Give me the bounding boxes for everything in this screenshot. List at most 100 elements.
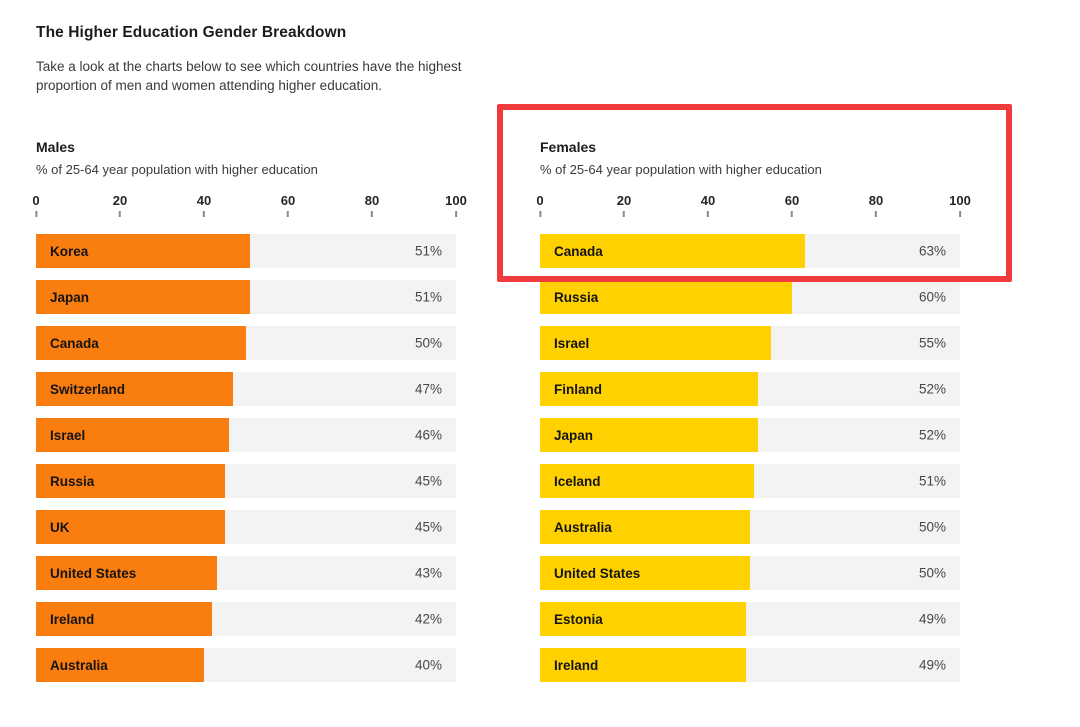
bar-country-label: UK [50, 519, 70, 535]
axis-tick-label: 0 [32, 193, 40, 208]
bar-country-label: Switzerland [50, 381, 126, 397]
axis-tick: 20 [617, 194, 631, 217]
bar-fill: Japan [540, 418, 759, 452]
bar-value-label: 45% [414, 473, 442, 489]
bar-country-label: Korea [50, 243, 89, 259]
bar-value-label: 50% [918, 565, 946, 581]
axis-tick-mark [791, 211, 793, 217]
bar-value-label: 50% [918, 519, 946, 535]
axis-tick-label: 40 [196, 193, 212, 208]
females-chart-title: Females [540, 139, 597, 155]
bar-value-label: 51% [414, 243, 442, 259]
bar-row: Canada 63% [540, 234, 960, 268]
bar-value-label: 50% [414, 335, 442, 351]
females-chart-subtitle: % of 25-64 year population with higher e… [540, 162, 822, 177]
bar-row: Ireland 49% [540, 648, 960, 682]
bar-row: Finland 52% [540, 372, 960, 406]
bar-fill: Japan [36, 280, 251, 314]
males-x-axis: 0 20 40 60 80 100 [32, 194, 467, 221]
bar-value-label: 52% [918, 427, 946, 443]
bar-country-label: Estonia [554, 611, 603, 627]
page-subtitle-line-1: Take a look at the charts below to see w… [36, 59, 462, 74]
bar-row: United States 43% [36, 556, 456, 590]
bar-fill: Switzerland [36, 372, 234, 406]
bar-row: United States 50% [540, 556, 960, 590]
axis-tick-mark [119, 211, 121, 217]
bar-country-label: Russia [554, 289, 599, 305]
axis-tick: 80 [869, 194, 883, 217]
bar-fill: Russia [540, 280, 792, 314]
bar-value-label: 47% [414, 381, 442, 397]
bar-row: Japan 52% [540, 418, 960, 452]
bar-fill: Australia [36, 648, 204, 682]
bar-row: Iceland 51% [540, 464, 960, 498]
bar-country-label: Russia [50, 473, 95, 489]
bar-country-label: Ireland [50, 611, 95, 627]
bar-fill: Korea [36, 234, 251, 268]
axis-tick: 80 [365, 194, 379, 217]
bar-fill: Russia [36, 464, 225, 498]
axis-tick-label: 80 [364, 193, 380, 208]
bar-value-label: 49% [918, 611, 946, 627]
bar-value-label: 45% [414, 519, 442, 535]
bar-country-label: Israel [50, 427, 86, 443]
axis-tick-label: 60 [280, 193, 296, 208]
bar-value-label: 49% [918, 657, 946, 673]
bar-country-label: Australia [554, 519, 612, 535]
bar-row: Korea 51% [36, 234, 456, 268]
bar-country-label: United States [554, 565, 641, 581]
bar-fill: Australia [540, 510, 750, 544]
bar-fill: Ireland [540, 648, 746, 682]
bar-fill: Iceland [540, 464, 755, 498]
bar-fill: United States [36, 556, 217, 590]
axis-tick-mark [203, 211, 205, 217]
bar-fill: Ireland [36, 602, 213, 636]
bar-value-label: 52% [918, 381, 946, 397]
axis-tick-mark [707, 211, 709, 217]
axis-tick-label: 40 [700, 193, 716, 208]
bar-row: Ireland 42% [36, 602, 456, 636]
bar-country-label: Canada [50, 335, 99, 351]
axis-tick-label: 0 [536, 193, 544, 208]
bar-fill: Finland [540, 372, 759, 406]
bar-fill: United States [540, 556, 750, 590]
axis-tick: 20 [113, 194, 127, 217]
axis-tick: 60 [281, 194, 295, 217]
axis-tick-mark [538, 211, 541, 217]
bar-country-label: United States [50, 565, 137, 581]
bar-row: Japan 51% [36, 280, 456, 314]
axis-tick: 0 [536, 193, 544, 217]
bar-row: Australia 50% [540, 510, 960, 544]
page-title: The Higher Education Gender Breakdown [36, 24, 347, 41]
axis-tick: 40 [701, 194, 715, 217]
axis-tick-label: 20 [616, 193, 632, 208]
axis-tick: 60 [785, 194, 799, 217]
charts-row: Males % of 25-64 year population with hi… [32, 139, 1080, 694]
bar-value-label: 43% [414, 565, 442, 581]
bar-fill: Canada [36, 326, 246, 360]
axis-tick-label: 100 [445, 193, 467, 208]
males-chart-title: Males [36, 139, 75, 155]
bar-country-label: Iceland [554, 473, 601, 489]
page-subtitle: Take a look at the charts below to see w… [36, 57, 1080, 95]
bar-value-label: 40% [414, 657, 442, 673]
bar-country-label: Israel [554, 335, 590, 351]
males-bar-rows: Korea 51% Japan 51% Canada 50% Switzerland 47% I… [36, 234, 456, 682]
bar-value-label: 51% [414, 289, 442, 305]
females-chart: Females % of 25-64 year population with … [536, 139, 971, 694]
bar-country-label: Japan [50, 289, 90, 305]
bar-row: Israel 55% [540, 326, 960, 360]
females-x-axis: 0 20 40 60 80 100 [536, 194, 971, 221]
bar-value-label: 63% [918, 243, 946, 259]
bar-row: Israel 46% [36, 418, 456, 452]
axis-tick-label: 20 [112, 193, 128, 208]
bar-fill: UK [36, 510, 225, 544]
bar-value-label: 60% [918, 289, 946, 305]
axis-tick-mark [287, 211, 289, 217]
bar-fill: Estonia [540, 602, 746, 636]
axis-tick-mark [371, 211, 373, 217]
axis-tick: 40 [197, 194, 211, 217]
axis-tick-mark [875, 211, 877, 217]
axis-tick-mark [454, 211, 457, 217]
